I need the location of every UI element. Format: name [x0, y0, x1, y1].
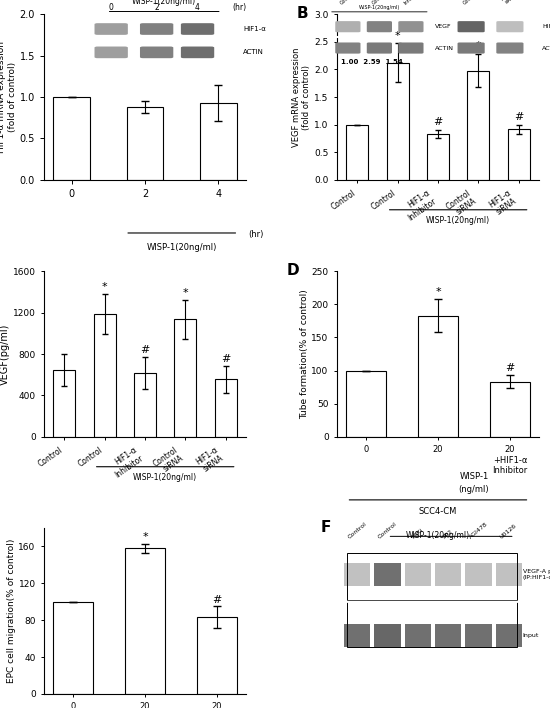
- Text: U0126: U0126: [499, 523, 518, 539]
- Bar: [346, 370, 386, 437]
- Bar: [344, 624, 370, 647]
- Bar: [346, 125, 368, 180]
- Y-axis label: EPC cell migration(% of control): EPC cell migration(% of control): [7, 539, 15, 683]
- Bar: [53, 602, 93, 694]
- Text: 1.00  2.59  1.54: 1.00 2.59 1.54: [341, 59, 403, 65]
- Bar: [468, 71, 490, 180]
- Text: *: *: [183, 287, 188, 297]
- Bar: [435, 563, 461, 586]
- Text: D: D: [287, 263, 299, 278]
- Text: *: *: [476, 41, 481, 51]
- Text: FAKi: FAKi: [411, 527, 425, 539]
- Text: #: #: [505, 363, 515, 373]
- Text: PP2: PP2: [442, 529, 454, 539]
- Text: B: B: [296, 6, 308, 21]
- Text: WISP-1: WISP-1: [459, 472, 488, 481]
- Bar: [387, 63, 409, 180]
- Bar: [418, 316, 458, 437]
- Bar: [508, 129, 530, 180]
- Text: WISP-1(20ng/ml): WISP-1(20ng/ml): [133, 474, 197, 482]
- Text: #: #: [514, 112, 524, 122]
- Text: *: *: [395, 30, 400, 40]
- Bar: [435, 624, 461, 647]
- Text: AGI478: AGI478: [468, 521, 489, 539]
- Text: (hr): (hr): [248, 230, 263, 239]
- Text: WISP-1(20ng/ml): WISP-1(20ng/ml): [406, 532, 470, 540]
- Y-axis label: HIF1-α mRNA expression
(fold of control): HIF1-α mRNA expression (fold of control): [0, 41, 17, 153]
- Text: F: F: [321, 520, 331, 535]
- Bar: [465, 563, 492, 586]
- Bar: [375, 563, 400, 586]
- Bar: [126, 107, 163, 180]
- Bar: [94, 314, 115, 437]
- Bar: [200, 103, 237, 180]
- Bar: [375, 624, 400, 647]
- Text: WISP-1(20ng/ml): WISP-1(20ng/ml): [426, 217, 490, 225]
- Text: #: #: [433, 118, 443, 127]
- Text: #: #: [221, 354, 230, 364]
- Text: SCC4-CM: SCC4-CM: [419, 506, 457, 515]
- Text: *: *: [435, 287, 441, 297]
- Bar: [405, 624, 431, 647]
- Text: (ng/ml): (ng/ml): [459, 485, 490, 494]
- Text: WISP-1(20ng/ml): WISP-1(20ng/ml): [146, 243, 217, 252]
- Y-axis label: VEGF mRNA expression
(fold of control): VEGF mRNA expression (fold of control): [292, 47, 311, 147]
- Bar: [496, 624, 522, 647]
- Text: Control: Control: [377, 521, 398, 539]
- Bar: [347, 553, 517, 647]
- Text: VEGF-A promotor
(IP:HIF1-α): VEGF-A promotor (IP:HIF1-α): [523, 569, 550, 580]
- Bar: [197, 617, 237, 694]
- Bar: [490, 382, 530, 437]
- Text: #: #: [140, 345, 150, 355]
- Bar: [53, 97, 90, 180]
- Bar: [465, 624, 492, 647]
- Text: *: *: [102, 282, 107, 292]
- Bar: [405, 563, 431, 586]
- Text: Control: Control: [347, 521, 367, 539]
- Text: *: *: [142, 532, 148, 542]
- Bar: [496, 563, 522, 586]
- Bar: [174, 319, 196, 437]
- Y-axis label: VEGF(pg/ml): VEGF(pg/ml): [0, 324, 10, 384]
- Bar: [134, 372, 156, 437]
- Bar: [53, 370, 75, 437]
- Bar: [125, 548, 165, 694]
- Y-axis label: Tube formation(% of control): Tube formation(% of control): [300, 289, 309, 419]
- Text: #: #: [212, 595, 222, 605]
- Bar: [344, 563, 370, 586]
- Bar: [427, 134, 449, 180]
- Bar: [214, 379, 237, 437]
- Text: Input: Input: [523, 634, 539, 639]
